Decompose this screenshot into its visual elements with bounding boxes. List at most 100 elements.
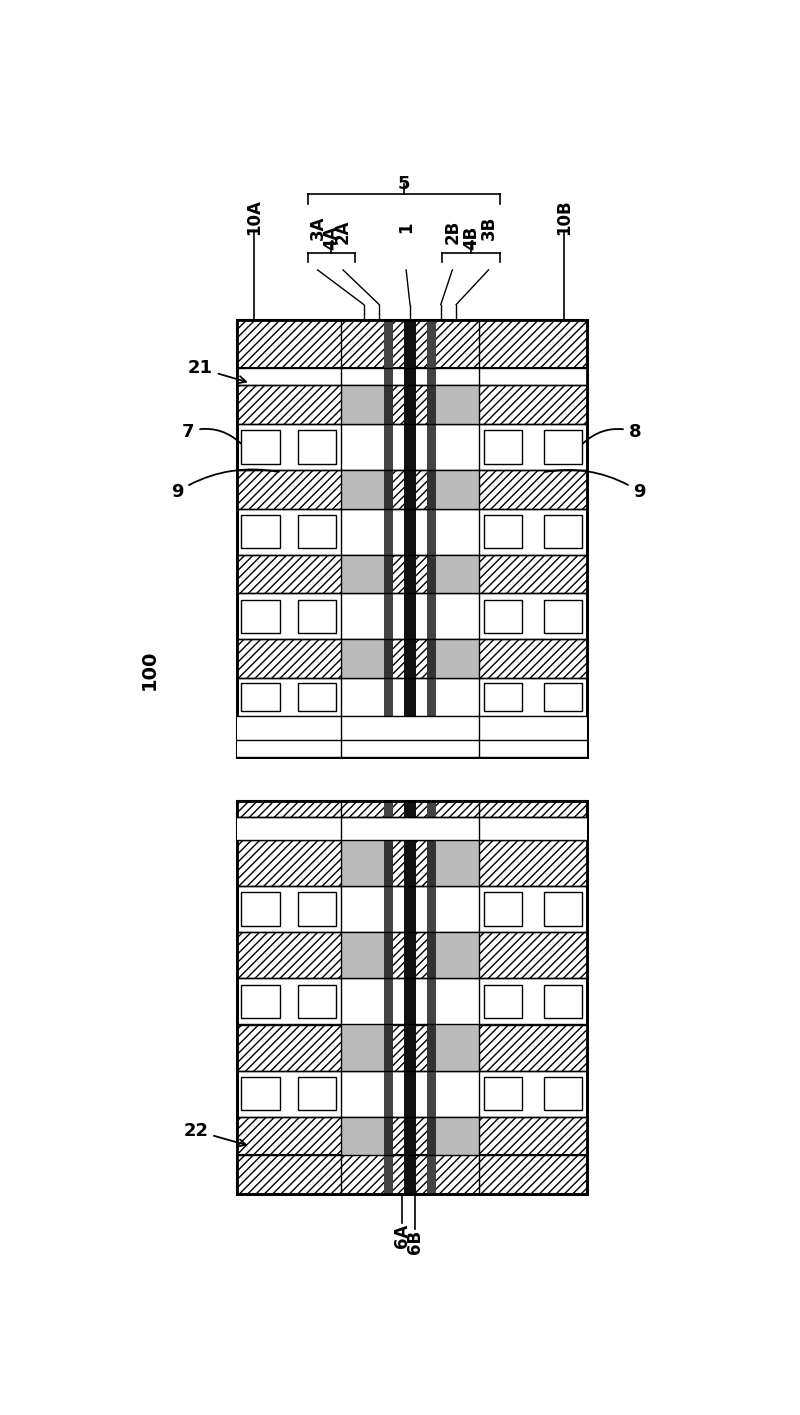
- Bar: [404, 1116, 416, 1156]
- Bar: [384, 320, 393, 757]
- Bar: [384, 839, 393, 886]
- Text: 6A: 6A: [394, 1224, 411, 1248]
- Bar: [431, 839, 479, 886]
- Bar: [237, 555, 587, 593]
- Bar: [242, 893, 280, 925]
- Bar: [384, 555, 393, 593]
- Bar: [431, 470, 479, 508]
- Bar: [298, 515, 336, 549]
- Text: 9: 9: [171, 470, 278, 501]
- Bar: [237, 716, 587, 740]
- Text: 21: 21: [188, 359, 246, 383]
- Bar: [237, 470, 587, 508]
- Bar: [237, 320, 587, 368]
- Bar: [404, 320, 416, 757]
- Bar: [404, 470, 416, 508]
- Bar: [427, 320, 436, 757]
- Bar: [544, 1077, 582, 1111]
- Text: 4B: 4B: [462, 225, 480, 249]
- Bar: [427, 801, 436, 1194]
- Bar: [484, 893, 522, 925]
- Bar: [242, 1077, 280, 1111]
- Bar: [237, 716, 587, 757]
- Text: 4A: 4A: [322, 225, 341, 250]
- Bar: [431, 555, 479, 593]
- Bar: [384, 470, 393, 508]
- Bar: [298, 600, 336, 633]
- Bar: [341, 640, 389, 678]
- Text: 7: 7: [182, 423, 241, 443]
- Bar: [237, 320, 587, 757]
- Bar: [341, 839, 389, 886]
- Bar: [298, 985, 336, 1017]
- Bar: [484, 430, 522, 464]
- Bar: [427, 555, 436, 593]
- Bar: [237, 816, 587, 839]
- Bar: [298, 1077, 336, 1111]
- Bar: [341, 385, 389, 424]
- Bar: [431, 932, 479, 978]
- Bar: [298, 1160, 336, 1189]
- Bar: [384, 385, 393, 424]
- Bar: [242, 1160, 280, 1189]
- Bar: [404, 839, 416, 886]
- Bar: [404, 1024, 416, 1071]
- Bar: [341, 555, 389, 593]
- Text: 5: 5: [398, 174, 410, 192]
- Bar: [341, 1116, 389, 1156]
- Bar: [544, 430, 582, 464]
- Bar: [484, 683, 522, 712]
- Text: 6B: 6B: [406, 1230, 424, 1254]
- Bar: [427, 932, 436, 978]
- Text: 3A: 3A: [309, 215, 326, 239]
- Text: 22: 22: [183, 1122, 246, 1146]
- Text: 1: 1: [397, 222, 415, 233]
- Text: 2A: 2A: [334, 219, 352, 243]
- Bar: [341, 1024, 389, 1071]
- Bar: [484, 515, 522, 549]
- Bar: [544, 515, 582, 549]
- Bar: [404, 801, 416, 1194]
- Bar: [384, 1024, 393, 1071]
- Bar: [237, 932, 587, 978]
- Bar: [404, 385, 416, 424]
- Bar: [237, 740, 587, 757]
- Bar: [384, 1116, 393, 1156]
- Bar: [431, 640, 479, 678]
- Bar: [544, 600, 582, 633]
- Text: 3B: 3B: [479, 215, 498, 239]
- Bar: [384, 640, 393, 678]
- Bar: [544, 1160, 582, 1189]
- Bar: [237, 801, 587, 1194]
- Bar: [431, 385, 479, 424]
- Bar: [237, 1024, 587, 1071]
- Bar: [404, 932, 416, 978]
- Bar: [544, 985, 582, 1017]
- Bar: [431, 1116, 479, 1156]
- Bar: [404, 640, 416, 678]
- Text: 10A: 10A: [246, 200, 263, 235]
- Bar: [237, 640, 587, 678]
- Bar: [298, 683, 336, 712]
- Bar: [544, 683, 582, 712]
- Bar: [242, 985, 280, 1017]
- Bar: [341, 932, 389, 978]
- Bar: [427, 640, 436, 678]
- Bar: [427, 385, 436, 424]
- Bar: [237, 320, 587, 757]
- Bar: [237, 801, 587, 839]
- Bar: [242, 683, 280, 712]
- Bar: [427, 470, 436, 508]
- Bar: [384, 801, 393, 1194]
- Bar: [237, 816, 587, 839]
- Bar: [484, 600, 522, 633]
- Text: 9: 9: [545, 470, 646, 501]
- Bar: [242, 515, 280, 549]
- Bar: [298, 430, 336, 464]
- Bar: [242, 430, 280, 464]
- Bar: [484, 1077, 522, 1111]
- Bar: [427, 1024, 436, 1071]
- Bar: [384, 932, 393, 978]
- Bar: [544, 893, 582, 925]
- Bar: [242, 600, 280, 633]
